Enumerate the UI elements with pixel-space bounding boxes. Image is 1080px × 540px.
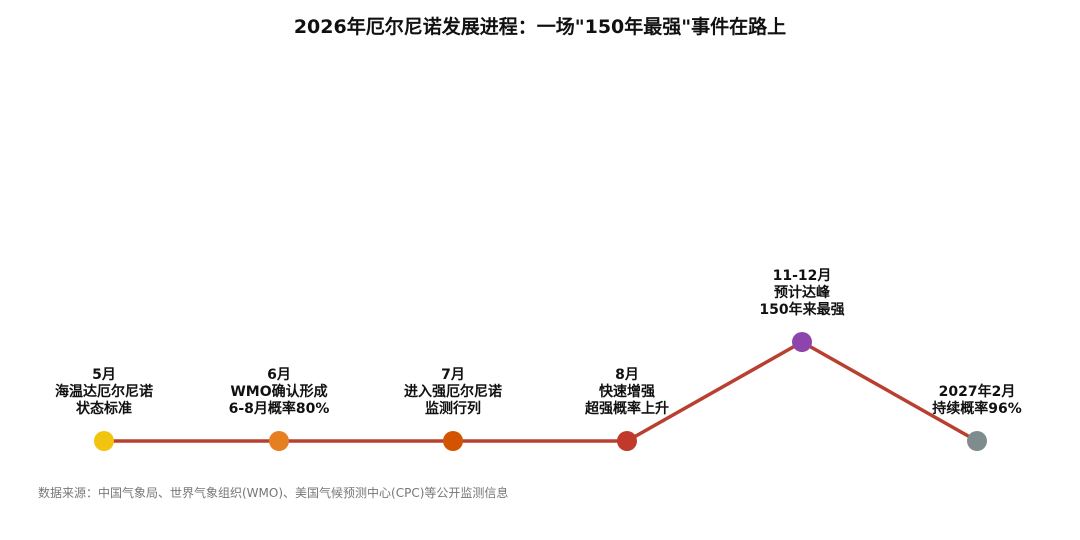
- source-note: 数据来源：中国气象局、世界气象组织(WMO)、美国气候预测中心(CPC)等公开监…: [38, 486, 509, 500]
- event-month: 6月: [267, 367, 291, 383]
- event-marker-2: [269, 431, 289, 451]
- event-label-3: 7月 进入强厄尔尼诺 监测行列: [358, 367, 548, 418]
- event-marker-1: [94, 431, 114, 451]
- event-description: 进入强厄尔尼诺: [404, 384, 502, 400]
- event-description: 海温达厄尔尼诺: [55, 384, 153, 400]
- event-description: 状态标准: [76, 401, 132, 417]
- event-description: 6-8月概率80%: [228, 401, 330, 417]
- timeline-trend-line: [102, 340, 979, 443]
- chart-title: 2026年厄尔尼诺发展进程：一场"150年最强"事件在路上: [293, 16, 787, 38]
- event-description: 150年来最强: [759, 302, 845, 318]
- event-description: WMO确认形成: [230, 384, 328, 400]
- event-month: 8月: [615, 367, 639, 383]
- event-month: 7月: [441, 367, 465, 383]
- event-description: 预计达峰: [774, 285, 830, 301]
- event-label-6: 2027年2月 持续概率96%: [882, 384, 1072, 418]
- event-label-2: 6月 WMO确认形成 6-8月概率80%: [184, 367, 374, 418]
- event-month: 11-12月: [772, 268, 832, 284]
- event-month: 2027年2月: [938, 384, 1016, 400]
- event-label-4: 8月 快速增强 超强概率上升: [532, 367, 722, 418]
- event-description: 快速增强: [599, 384, 655, 400]
- event-marker-6: [967, 431, 987, 451]
- event-marker-4: [617, 431, 637, 451]
- event-description: 持续概率96%: [932, 401, 1022, 417]
- event-label-1: 5月 海温达厄尔尼诺 状态标准: [9, 367, 199, 418]
- event-marker-5: [792, 332, 812, 352]
- event-description: 超强概率上升: [585, 401, 669, 417]
- event-month: 5月: [92, 367, 116, 383]
- event-marker-3: [443, 431, 463, 451]
- event-description: 监测行列: [425, 401, 481, 417]
- event-label-5: 11-12月 预计达峰 150年来最强: [707, 268, 897, 319]
